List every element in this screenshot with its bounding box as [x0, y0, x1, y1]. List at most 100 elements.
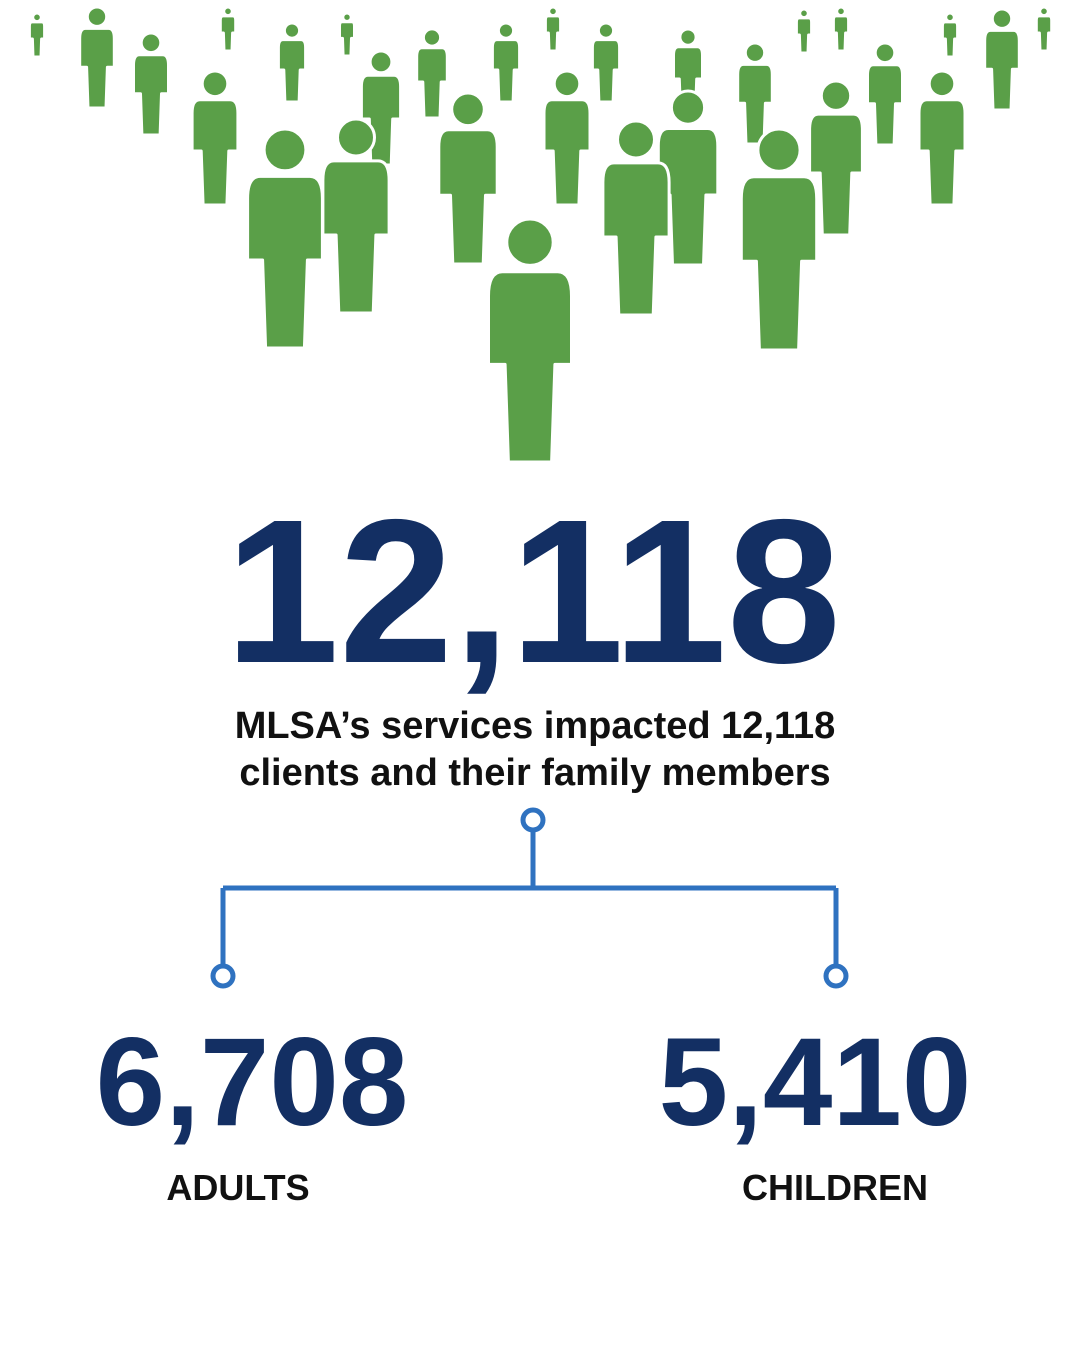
person-head	[85, 5, 109, 28]
person-body	[794, 16, 814, 55]
connector-node	[520, 807, 546, 833]
person-body	[866, 63, 904, 147]
person-icon	[866, 41, 904, 147]
person-icon	[794, 7, 814, 55]
person-body	[940, 20, 960, 59]
person-icon	[983, 7, 1021, 112]
person-icon	[78, 5, 116, 110]
description-line: clients and their family members	[239, 752, 830, 794]
person-head	[421, 27, 443, 48]
connector-node	[823, 963, 849, 989]
person-body	[415, 46, 449, 120]
person-head	[200, 69, 230, 99]
person-body	[543, 14, 563, 53]
person-icon	[736, 41, 774, 146]
person-icon	[656, 89, 720, 267]
connector-node	[210, 963, 236, 989]
person-body	[808, 112, 864, 237]
person-body	[338, 20, 356, 58]
person-icon	[940, 11, 960, 59]
children-label: CHILDREN	[742, 1167, 928, 1208]
person-body	[218, 14, 238, 53]
person-head	[743, 41, 767, 64]
person-body	[246, 174, 324, 350]
person-icon	[831, 5, 851, 53]
person-head	[341, 11, 353, 23]
person-body	[601, 161, 671, 317]
person-icon	[190, 69, 240, 207]
person-body	[1034, 14, 1054, 53]
person-icon	[490, 21, 522, 104]
person-icon	[543, 5, 563, 53]
adults-number: 6,708	[96, 1013, 409, 1152]
person-head	[505, 217, 555, 267]
person-body	[917, 98, 967, 207]
person-head	[756, 127, 802, 173]
person-body	[739, 175, 819, 352]
person-head	[678, 27, 698, 47]
person-icon	[218, 5, 238, 53]
connector-lines	[220, 830, 839, 966]
person-head	[596, 21, 616, 40]
connector	[210, 807, 849, 989]
person-icon	[321, 117, 391, 315]
person-body	[983, 28, 1021, 112]
person-head	[336, 117, 376, 158]
person-head	[669, 89, 707, 126]
person-icon	[590, 21, 622, 104]
children-number: 5,410	[659, 1013, 972, 1152]
person-head	[31, 11, 43, 24]
adults-label: ADULTS	[166, 1167, 309, 1208]
person-head	[835, 5, 847, 18]
person-head	[547, 5, 559, 18]
person-head	[819, 79, 853, 112]
person-icon	[27, 11, 47, 59]
person-icon	[739, 127, 819, 352]
description-line: MLSA’s services impacted 12,118	[235, 705, 836, 747]
person-body	[276, 38, 308, 104]
person-icon	[917, 69, 967, 207]
person-icon	[338, 11, 356, 58]
person-body	[736, 62, 774, 146]
person-head	[616, 119, 656, 160]
person-icon	[246, 127, 324, 350]
person-body	[78, 26, 116, 110]
person-head	[944, 11, 956, 24]
person-icon	[542, 69, 592, 207]
person-head	[798, 7, 810, 20]
person-icon	[132, 31, 170, 137]
person-head	[222, 5, 234, 18]
person-body	[656, 127, 720, 267]
person-body	[490, 38, 522, 104]
person-head	[552, 69, 582, 99]
headline-number: 12,118	[225, 477, 841, 706]
person-body	[542, 98, 592, 207]
person-body	[132, 53, 170, 137]
person-head	[282, 21, 302, 40]
person-icon	[808, 79, 864, 237]
person-icon	[1034, 5, 1054, 53]
person-head	[262, 127, 308, 173]
person-head	[927, 69, 957, 99]
person-body	[831, 14, 851, 53]
person-body	[437, 128, 499, 266]
person-body	[321, 159, 391, 315]
person-body	[590, 38, 622, 104]
person-head	[496, 21, 516, 40]
person-head	[139, 31, 163, 55]
person-body	[190, 98, 240, 207]
person-head	[450, 91, 486, 128]
person-icon	[415, 27, 449, 120]
person-icon	[437, 91, 499, 266]
person-icon	[487, 217, 573, 464]
crowd-illustration	[27, 5, 1054, 464]
person-head	[1038, 5, 1050, 18]
person-body	[27, 20, 47, 59]
person-head	[873, 41, 897, 65]
person-icon	[276, 21, 308, 104]
person-body	[487, 270, 573, 464]
person-head	[990, 7, 1014, 30]
person-icon	[601, 119, 671, 317]
